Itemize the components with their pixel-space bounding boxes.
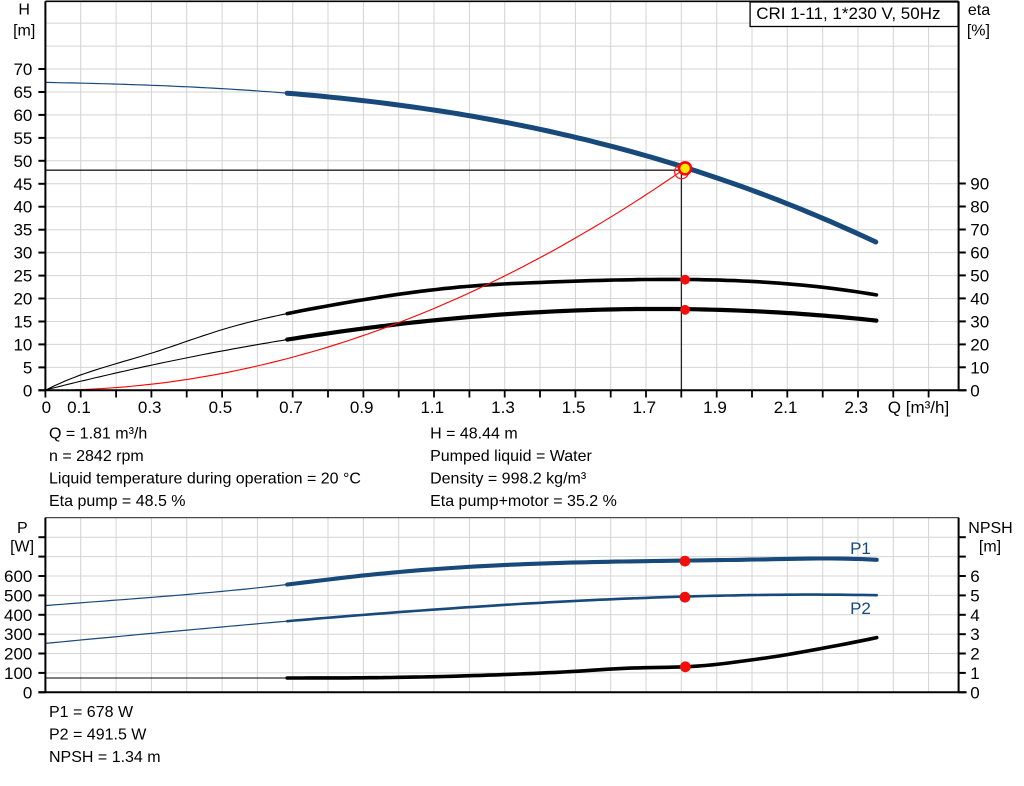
svg-text:NPSH = 1.34 m: NPSH = 1.34 m <box>49 749 161 766</box>
svg-text:60: 60 <box>970 244 989 263</box>
svg-text:P: P <box>17 520 28 537</box>
svg-text:[m]: [m] <box>13 23 35 40</box>
svg-text:[m]: [m] <box>979 539 1001 556</box>
svg-text:100: 100 <box>4 664 32 683</box>
svg-text:0: 0 <box>42 398 51 417</box>
svg-text:Q = 1.81 m³/h: Q = 1.81 m³/h <box>49 426 147 443</box>
svg-text:6: 6 <box>970 567 979 586</box>
svg-text:CRI 1-11, 1*230 V, 50Hz: CRI 1-11, 1*230 V, 50Hz <box>756 4 940 23</box>
svg-text:H = 48.44 m: H = 48.44 m <box>430 426 518 443</box>
svg-text:10: 10 <box>13 335 32 354</box>
svg-text:25: 25 <box>13 267 32 286</box>
svg-text:600: 600 <box>4 567 32 586</box>
svg-text:10: 10 <box>970 358 989 377</box>
svg-text:0.1: 0.1 <box>67 398 91 417</box>
svg-text:70: 70 <box>970 221 989 240</box>
svg-text:35: 35 <box>13 221 32 240</box>
svg-text:0.9: 0.9 <box>350 398 374 417</box>
svg-text:30: 30 <box>970 312 989 331</box>
svg-text:Density = 998.2 kg/m³: Density = 998.2 kg/m³ <box>430 471 587 488</box>
svg-text:15: 15 <box>13 313 32 332</box>
svg-text:1.3: 1.3 <box>491 398 515 417</box>
svg-text:4: 4 <box>970 606 979 625</box>
svg-text:20: 20 <box>13 290 32 309</box>
svg-text:P2: P2 <box>850 599 871 618</box>
svg-text:0.5: 0.5 <box>209 398 233 417</box>
svg-text:2: 2 <box>970 645 979 664</box>
svg-text:1.7: 1.7 <box>632 398 656 417</box>
svg-text:[W]: [W] <box>10 539 34 556</box>
svg-text:3: 3 <box>970 625 979 644</box>
svg-text:Pumped liquid = Water: Pumped liquid = Water <box>430 448 592 465</box>
svg-text:30: 30 <box>13 244 32 263</box>
svg-text:NPSH: NPSH <box>968 520 1012 537</box>
svg-text:65: 65 <box>13 83 32 102</box>
svg-text:0.7: 0.7 <box>279 398 303 417</box>
svg-text:55: 55 <box>13 129 32 148</box>
svg-text:40: 40 <box>13 198 32 217</box>
svg-text:500: 500 <box>4 586 32 605</box>
svg-text:60: 60 <box>13 106 32 125</box>
svg-text:H: H <box>18 2 30 19</box>
svg-text:1.9: 1.9 <box>703 398 727 417</box>
svg-text:40: 40 <box>970 289 989 308</box>
svg-text:n = 2842 rpm: n = 2842 rpm <box>49 448 144 465</box>
svg-text:5: 5 <box>970 586 979 605</box>
svg-text:300: 300 <box>4 625 32 644</box>
svg-text:90: 90 <box>970 175 989 194</box>
svg-text:eta: eta <box>968 2 990 19</box>
svg-text:P2 = 491.5 W: P2 = 491.5 W <box>49 726 147 743</box>
svg-text:0: 0 <box>23 683 32 702</box>
svg-text:1.1: 1.1 <box>420 398 444 417</box>
svg-text:2.3: 2.3 <box>844 398 868 417</box>
svg-text:20: 20 <box>970 335 989 354</box>
svg-text:1: 1 <box>970 664 979 683</box>
svg-text:0: 0 <box>970 381 979 400</box>
svg-text:70: 70 <box>13 60 32 79</box>
svg-text:Eta pump = 48.5 %: Eta pump = 48.5 % <box>49 493 186 510</box>
svg-text:Eta pump+motor = 35.2 %: Eta pump+motor = 35.2 % <box>430 493 617 510</box>
svg-text:2.1: 2.1 <box>774 398 798 417</box>
svg-text:0: 0 <box>970 683 979 702</box>
svg-text:0: 0 <box>23 381 32 400</box>
svg-text:50: 50 <box>13 152 32 171</box>
svg-text:[%]: [%] <box>967 22 990 39</box>
svg-text:P1: P1 <box>850 539 871 558</box>
svg-text:50: 50 <box>970 266 989 285</box>
svg-text:1.5: 1.5 <box>562 398 586 417</box>
svg-text:45: 45 <box>13 175 32 194</box>
svg-text:0.3: 0.3 <box>138 398 162 417</box>
svg-text:80: 80 <box>970 198 989 217</box>
svg-text:Q [m³/h]: Q [m³/h] <box>888 398 949 417</box>
svg-text:400: 400 <box>4 606 32 625</box>
svg-text:Liquid temperature during oper: Liquid temperature during operation = 20… <box>49 471 361 488</box>
svg-text:200: 200 <box>4 645 32 664</box>
svg-text:5: 5 <box>23 358 32 377</box>
svg-text:P1 = 678 W: P1 = 678 W <box>49 704 134 721</box>
